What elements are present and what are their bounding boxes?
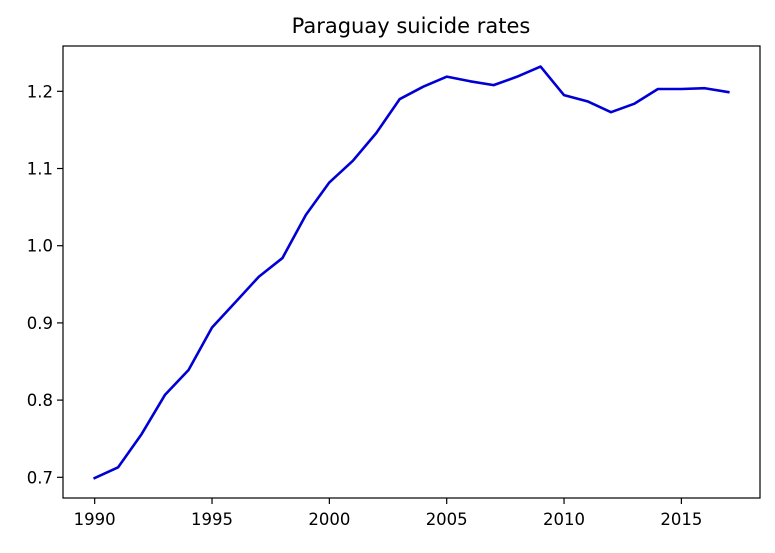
y-tick-label: 0.8 <box>27 391 53 410</box>
x-tick-label: 2005 <box>426 510 468 529</box>
y-tick-label: 0.7 <box>27 468 53 487</box>
x-tick-label: 1990 <box>74 510 116 529</box>
x-tick-label: 2015 <box>660 510 702 529</box>
y-axis-ticks: 0.7 0.8 0.9 1.0 1.1 1.2 <box>27 82 63 487</box>
y-tick-label: 0.9 <box>27 314 53 333</box>
x-tick-label: 2000 <box>308 510 350 529</box>
y-tick-label: 1.0 <box>27 237 53 256</box>
x-tick-label: 1995 <box>191 510 233 529</box>
y-tick-label: 1.2 <box>27 82 53 101</box>
chart-title: Paraguay suicide rates <box>292 14 531 38</box>
plot-area-frame <box>62 45 761 499</box>
x-tick-label: 2010 <box>543 510 585 529</box>
y-tick-label: 1.1 <box>27 160 53 179</box>
x-axis-ticks: 1990 1995 2000 2005 2010 2015 <box>74 498 702 529</box>
series-line <box>92 65 730 480</box>
